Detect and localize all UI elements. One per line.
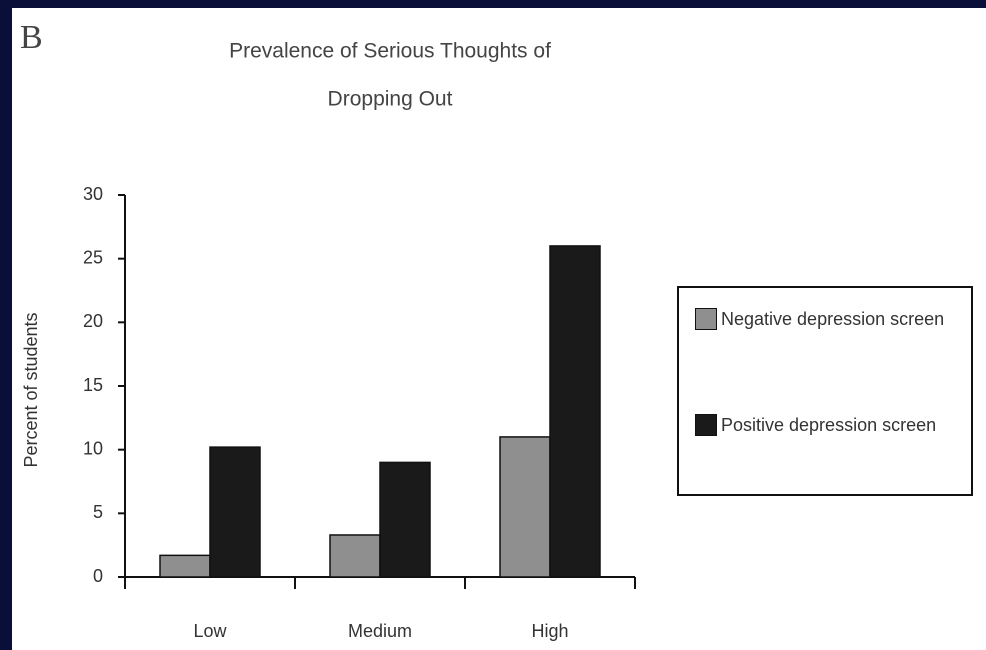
- legend-swatch: [695, 308, 717, 330]
- x-tick-label: Medium: [348, 621, 412, 641]
- legend-label: Positive depression screen: [721, 415, 937, 435]
- panel-label: B: [20, 19, 43, 56]
- y-tick-label: 0: [93, 566, 103, 586]
- legend-swatch: [695, 414, 717, 436]
- y-tick-label: 5: [93, 502, 103, 522]
- bar: [209, 446, 261, 578]
- legend-label: Negative depression screen: [721, 309, 945, 329]
- bar: [549, 245, 601, 578]
- x-tick-label: High: [531, 621, 568, 641]
- bar: [329, 534, 381, 578]
- x-tick-label: Low: [193, 621, 227, 641]
- y-tick-label: 25: [83, 247, 103, 267]
- y-axis-label: Percent of students: [21, 312, 41, 467]
- chart-title: Prevalence of Serious Thoughts of: [229, 40, 551, 63]
- bar: [159, 554, 211, 578]
- legend-entry: Positive depression screen: [695, 398, 945, 452]
- chart-title: Dropping Out: [328, 88, 453, 111]
- bar: [499, 436, 551, 578]
- y-tick-label: 15: [83, 375, 103, 395]
- legend: Negative depression screen Positive depre…: [677, 286, 973, 496]
- bar: [379, 461, 431, 578]
- legend-entry: Negative depression screen: [695, 292, 945, 346]
- y-tick-label: 20: [83, 311, 103, 331]
- y-tick-label: 10: [83, 438, 103, 458]
- chart: B Prevalence of Serious Thoughts of Drop…: [20, 19, 636, 641]
- chart-panel: B Prevalence of Serious Thoughts of Drop…: [12, 8, 986, 650]
- y-tick-label: 30: [83, 184, 103, 204]
